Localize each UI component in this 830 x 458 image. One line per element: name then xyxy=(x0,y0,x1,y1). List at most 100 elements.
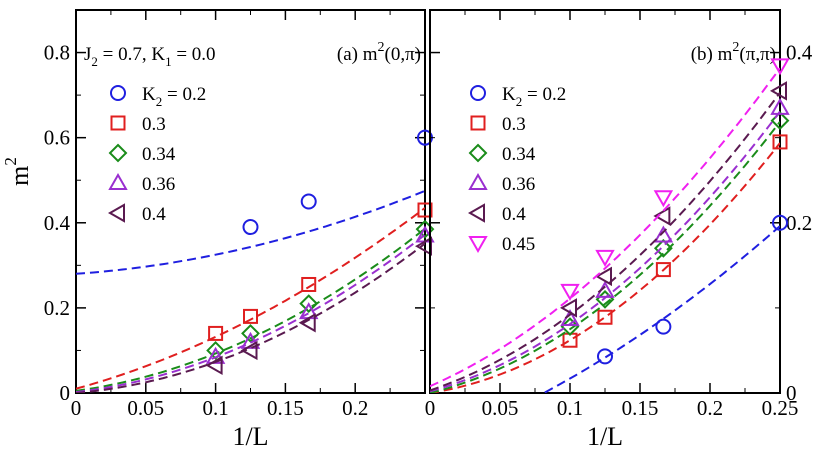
fit-curve xyxy=(430,92,780,392)
data-point xyxy=(298,313,316,333)
panel-title: (b) m2(π,π) xyxy=(691,40,776,65)
data-point xyxy=(242,219,259,236)
data-point xyxy=(560,317,580,337)
data-point xyxy=(205,355,223,376)
legend-entry: K2 = 0.2 xyxy=(110,84,206,109)
fit-curve xyxy=(76,207,425,390)
legend-entry: 0.4 xyxy=(107,203,166,225)
x-tick-label: 0.25 xyxy=(762,396,799,420)
series-0.2 xyxy=(541,214,788,393)
fit-curve xyxy=(430,121,780,393)
legend-label: 0.34 xyxy=(502,144,536,165)
legend-label: K2 = 0.2 xyxy=(142,84,206,109)
data-point xyxy=(206,341,226,360)
data-point xyxy=(241,324,260,343)
data-point xyxy=(301,276,317,292)
x-tick-label: 0.15 xyxy=(267,396,304,420)
panel-b: 0 0.05 0.1 0.15 0.2 0.25 1/L 0 0.2 0.4 (b) m2(π,π)… xyxy=(425,9,813,451)
y-axis: 0 0.2 0.4 xyxy=(430,41,813,405)
legend-marker xyxy=(468,236,488,254)
legend-label: 0.3 xyxy=(142,114,166,135)
data-point xyxy=(597,309,613,325)
y-tick-label: 0 xyxy=(60,381,71,405)
data-point xyxy=(772,214,788,231)
legend-label: 0.45 xyxy=(502,234,535,255)
legend-marker xyxy=(110,85,126,101)
x-axis: 0 0.05 0.1 0.15 0.2 1/L xyxy=(71,10,391,451)
x-tick-label: 0.2 xyxy=(697,396,723,420)
data-point xyxy=(243,308,258,324)
legend-label: K2 = 0.2 xyxy=(502,84,566,109)
fit-curve xyxy=(541,225,780,393)
data-point xyxy=(653,238,673,258)
plot-frame xyxy=(429,9,781,394)
x-tick-label: 0 xyxy=(71,396,82,420)
data-point xyxy=(240,340,258,361)
legend-marker xyxy=(108,143,128,163)
data-point xyxy=(595,249,615,267)
fit-curve xyxy=(76,242,425,393)
x-tick-label: 0.05 xyxy=(127,396,164,420)
fit-curve xyxy=(430,142,780,393)
legend-entry: 0.45 xyxy=(468,234,535,255)
data-point xyxy=(300,193,317,210)
series-0.3 xyxy=(76,202,433,390)
fit-curve xyxy=(430,67,780,388)
legend-marker xyxy=(107,203,125,223)
legend-entry: 0.4 xyxy=(467,203,526,225)
fit-curve xyxy=(76,233,425,393)
y-tick-label: 0.4 xyxy=(44,211,71,235)
series-0.2 xyxy=(76,129,433,275)
data-point xyxy=(653,190,674,208)
y-tick-label: 0.6 xyxy=(44,126,70,150)
legend-label: 0.36 xyxy=(142,174,175,195)
series-0.45 xyxy=(430,58,790,388)
data-point xyxy=(770,58,790,76)
data-point xyxy=(769,81,787,101)
data-point xyxy=(772,134,788,150)
x-tick-label: 0.15 xyxy=(622,396,659,420)
panel-a: 0 0.05 0.1 0.15 0.2 1/L 0 0.2 0.4 0.6 0.8 m2 (a) m2(… xyxy=(1,9,435,451)
data-point xyxy=(655,318,672,335)
data-point xyxy=(597,348,613,365)
x-tick-label: 0.1 xyxy=(557,396,583,420)
legend-entry: 0.3 xyxy=(470,114,526,135)
legend-entry: 0.3 xyxy=(110,114,166,135)
fit-curve xyxy=(76,227,425,392)
legend-label: 0.34 xyxy=(142,144,176,165)
legend-label: 0.4 xyxy=(502,204,526,225)
fit-curve xyxy=(76,189,425,275)
data-point xyxy=(655,262,671,278)
parameter-annotation: J2 = 0.7, K1 = 0.0 xyxy=(84,44,216,69)
data-point xyxy=(208,325,224,341)
data-point xyxy=(653,225,674,243)
data-point xyxy=(299,294,319,314)
y-tick-label: 0.8 xyxy=(44,41,70,65)
series-0.4 xyxy=(430,81,787,392)
data-point xyxy=(594,266,612,287)
legend-entry: 0.34 xyxy=(468,143,536,165)
legend-label: 0.3 xyxy=(502,114,526,135)
data-point xyxy=(240,331,261,349)
data-point xyxy=(770,97,790,115)
y-axis: 0 0.2 0.4 0.6 0.8 m2 xyxy=(1,9,425,405)
data-point xyxy=(560,283,580,301)
legend-marker xyxy=(108,172,128,190)
y-tick-label: 0 xyxy=(786,381,797,405)
x-axis-label: 1/L xyxy=(232,422,268,451)
data-point xyxy=(417,202,433,218)
series-0.36 xyxy=(430,97,790,393)
x-tick-label: 0.1 xyxy=(202,396,228,420)
data-point xyxy=(653,206,671,226)
legend-marker xyxy=(470,85,486,101)
series-0.4 xyxy=(76,236,432,393)
legend-marker xyxy=(468,172,488,190)
x-tick-label: 0 xyxy=(425,396,436,420)
legend-label: 0.4 xyxy=(142,204,166,225)
x-axis-label: 1/L xyxy=(587,422,623,451)
legend-marker xyxy=(467,203,485,223)
series-0.34 xyxy=(76,219,435,392)
data-point xyxy=(559,298,577,318)
